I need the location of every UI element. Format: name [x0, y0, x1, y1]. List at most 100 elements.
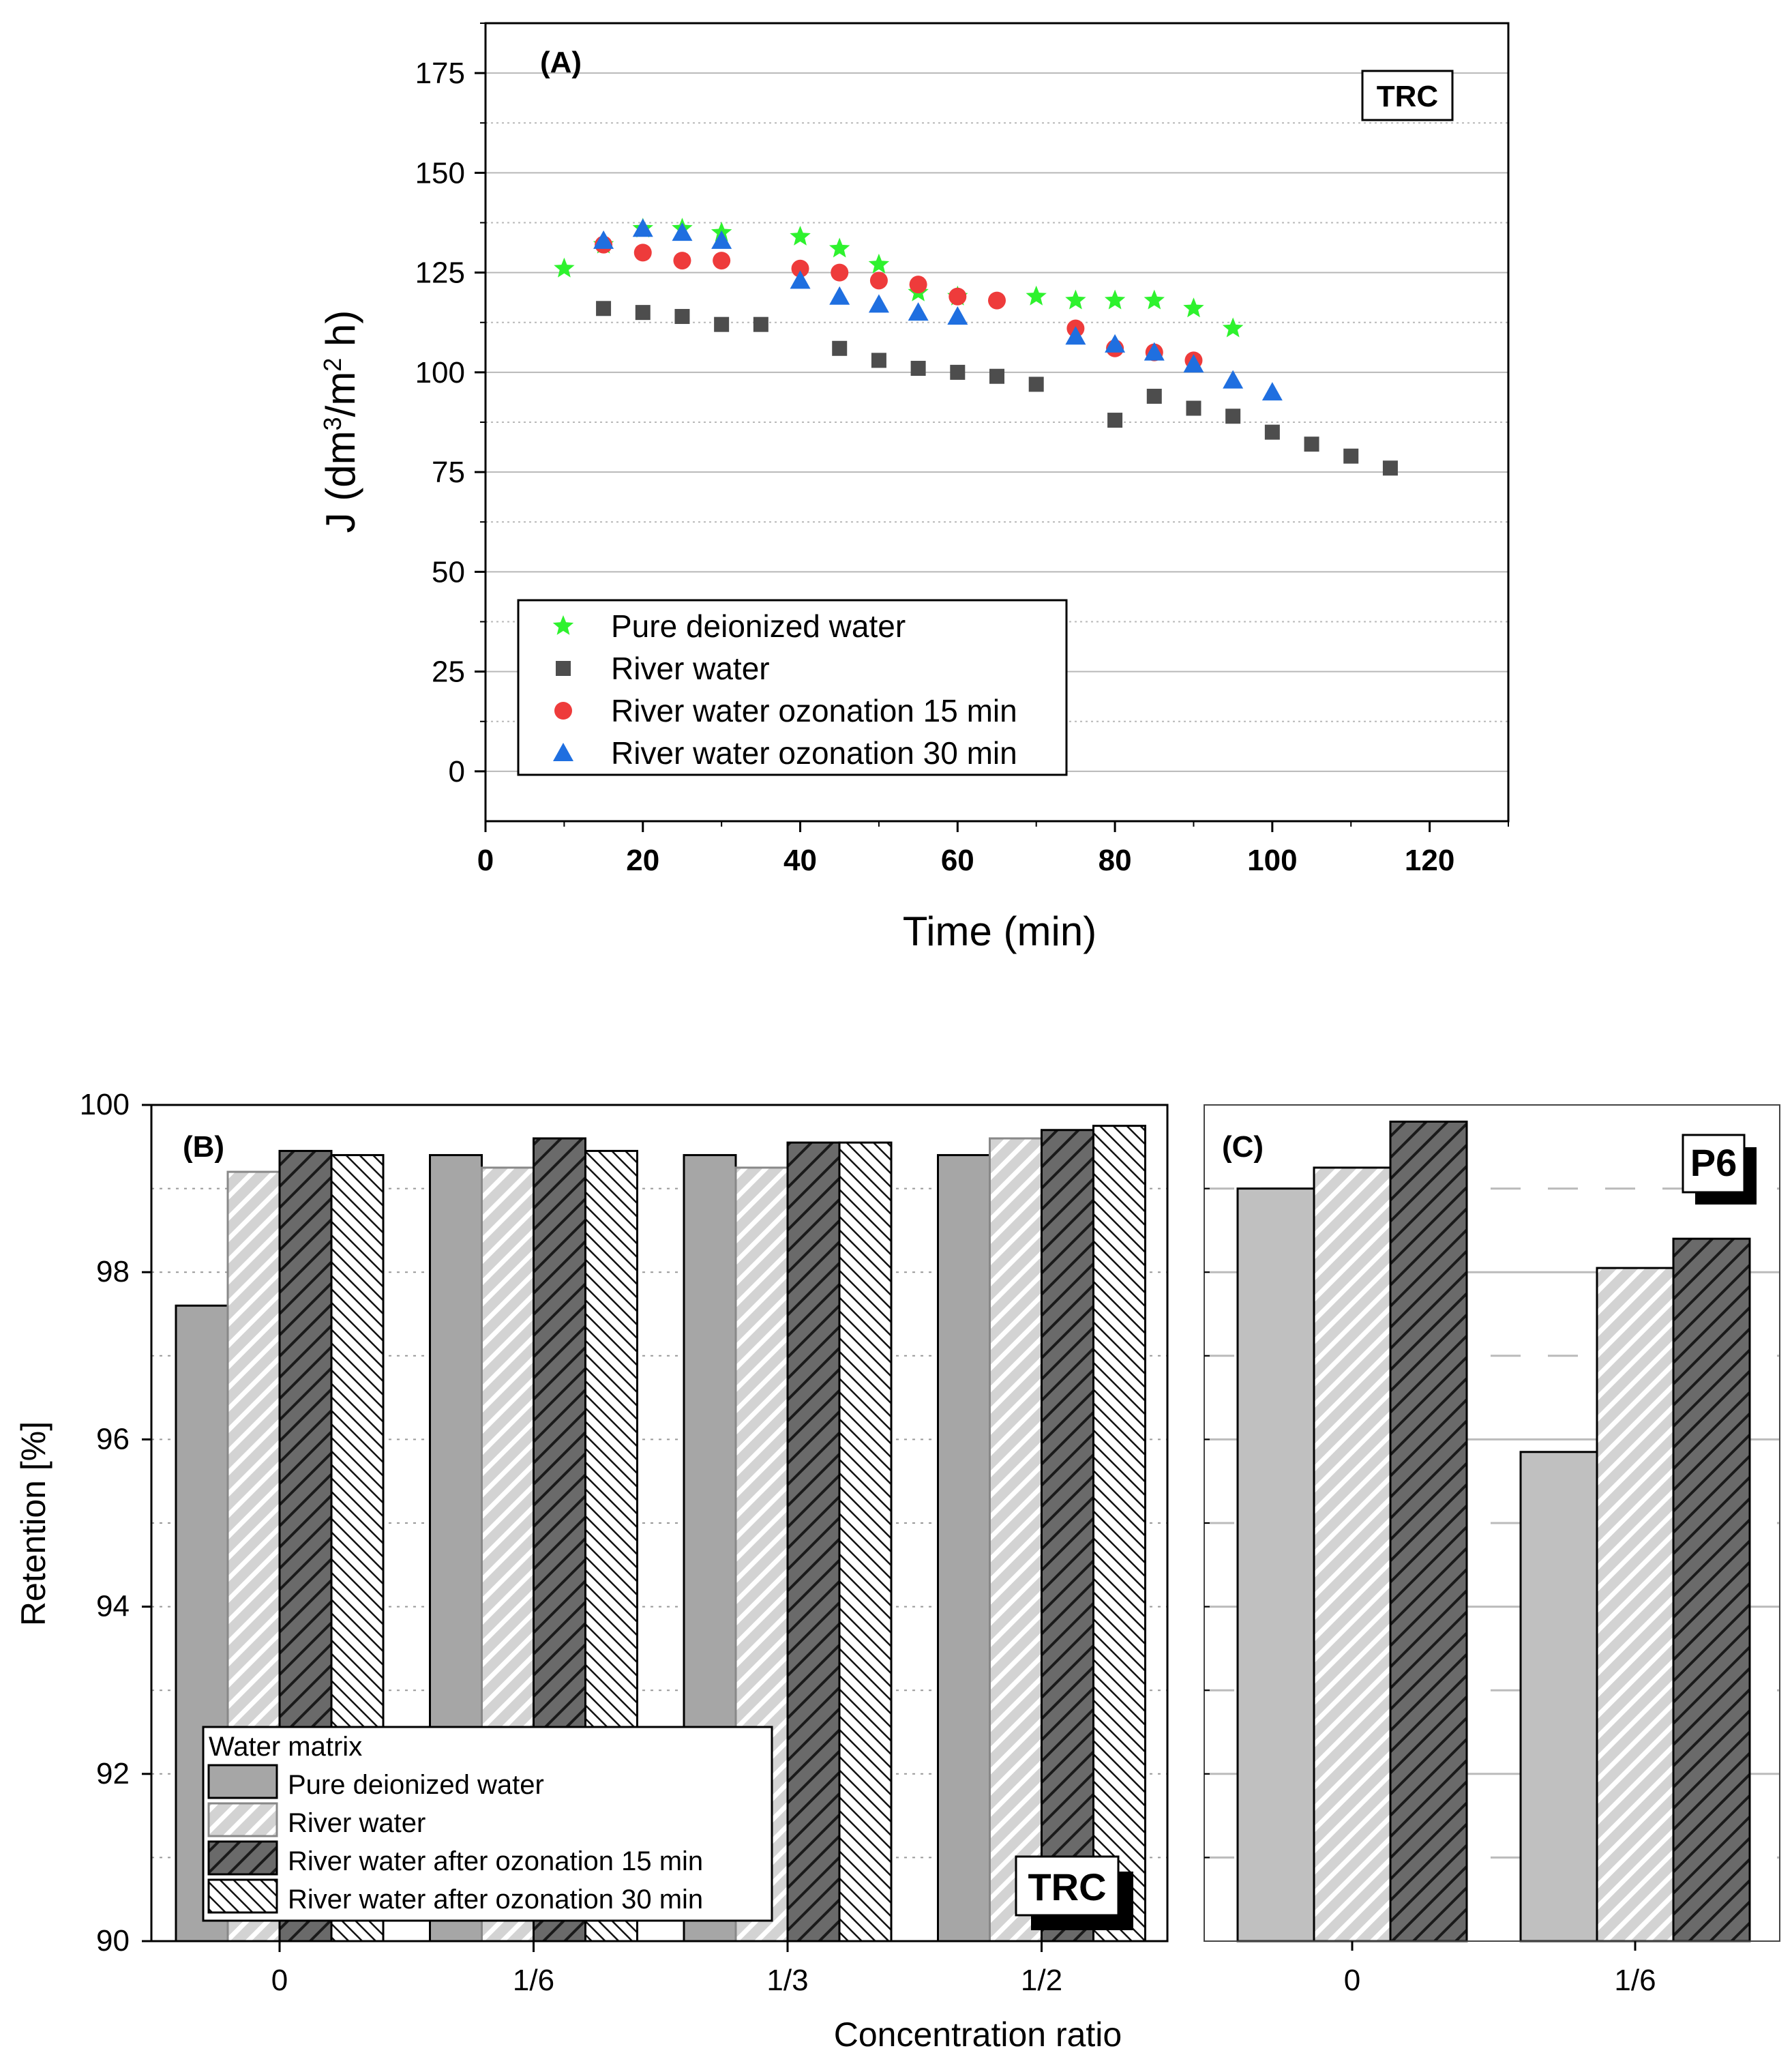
- panel-a-point-series-1: [1107, 413, 1123, 428]
- panel-b-x-tick-label: 0: [271, 1964, 288, 1997]
- panel-a-point-series-2: [988, 291, 1006, 310]
- legend-b-swatch-1: [207, 1802, 278, 1837]
- panel-a-tag-box: [1361, 70, 1454, 121]
- panel-a-point-series-3: [1065, 326, 1086, 345]
- legend-b-swatch-2: [207, 1840, 278, 1876]
- panel-a-point-series-3: [947, 306, 968, 325]
- panel-a-point-series-1: [714, 316, 730, 332]
- panel-c: 0 1/6 (C) P6: [1204, 1104, 1780, 1997]
- panel-b-y-tick-label: 90: [96, 1924, 130, 1958]
- panel-a-y-tick-label: 175: [415, 57, 465, 90]
- panel-a-x-tick-label: 60: [941, 844, 974, 877]
- panel-b-frame: [150, 1104, 1169, 1943]
- panel-a-point-series-1: [832, 340, 848, 356]
- panel-a-point-series-3: [868, 294, 889, 313]
- panel-a-point-series-1: [1264, 424, 1280, 440]
- panel-a-point-series-0: [868, 253, 890, 274]
- panel-a-point-series-1: [910, 361, 926, 376]
- panel-a-legend: Pure deionized water River water River w…: [517, 599, 1068, 776]
- panel-b-bar-2: [786, 1141, 841, 1943]
- legend-b-label-3: River water after ozonation 30 min: [288, 1885, 703, 1915]
- panel-b-label: (B): [183, 1130, 224, 1164]
- legend-b-swatch-0: [207, 1764, 278, 1799]
- panel-a-point-series-1: [1028, 376, 1044, 392]
- panel-b-x-tick-label: 1/3: [766, 1964, 808, 1997]
- panel-b-bar-2: [1041, 1129, 1094, 1943]
- panel-a-point-series-3: [632, 218, 653, 237]
- panel-b-legend-frame: [202, 1726, 773, 1922]
- panel-a-point-series-1: [596, 301, 612, 316]
- panel-a-point-series-0: [1144, 289, 1165, 310]
- panel-b-x-axis-title: Concentration ratio: [834, 2015, 1122, 2054]
- panel-a-point-series-1: [1186, 400, 1201, 416]
- panel-b-x-tick-label: 1/6: [513, 1964, 554, 1997]
- panel-a-point-series-3: [829, 286, 850, 305]
- panel-a-point-series-1: [1382, 460, 1398, 476]
- panel-c-bar-2: [1389, 1121, 1468, 1943]
- panel-c-bar-2: [1672, 1237, 1751, 1943]
- panel-a-point-series-2: [949, 287, 967, 306]
- panel-a-y-tick-label: 0: [449, 755, 465, 788]
- legend-b-swatch-3: [207, 1878, 278, 1914]
- panel-a-point-series-3: [1105, 334, 1126, 353]
- panel-a-y-axis-title: J (dm3/m2 h): [318, 310, 363, 533]
- panel-a-point-series-1: [1343, 448, 1359, 464]
- panel-a-point-series-3: [1223, 370, 1244, 389]
- panel-b-y-tick-label: 94: [96, 1590, 130, 1623]
- panel-c-tag: P6: [1690, 1141, 1737, 1184]
- panel-a-point-series-3: [908, 302, 929, 321]
- panel-a-point-series-1: [1146, 388, 1162, 404]
- panel-a-x-axis-title: Time (min): [903, 909, 1096, 954]
- panel-b-ticks: 90 92 94 96 98 100 0 1/6 1/3 1/2: [80, 1088, 1063, 1997]
- panel-a: 0 25 50 75 100 125 150 175 0 20 40 60 80 100 120 (A) T…: [318, 22, 1510, 954]
- panel-b: 90 92 94 96 98 100 0 1/6 1/3 1/2 (B) Retention [%…: [14, 1088, 1169, 2054]
- legend-b-label-1: River water: [288, 1808, 425, 1838]
- panel-a-point-series-1: [1225, 409, 1241, 424]
- legend-a-marker-2: [554, 702, 572, 720]
- panel-a-y-tick-label: 25: [432, 655, 465, 689]
- panel-a-point-series-3: [672, 222, 693, 241]
- panel-a-y-tick-label: 125: [415, 256, 465, 290]
- panel-a-point-series-0: [829, 237, 850, 258]
- legend-a-label-2: River water ozonation 15 min: [611, 693, 1017, 728]
- panel-a-point-series-0: [1183, 297, 1204, 318]
- panel-c-x-tick-label: 1/6: [1614, 1964, 1656, 1997]
- panel-c-label: (C): [1222, 1130, 1264, 1164]
- panel-b-y-tick-label: 98: [96, 1255, 130, 1288]
- panel-a-x-tick-label: 80: [1099, 844, 1132, 877]
- panel-a-point-series-3: [790, 270, 811, 289]
- panel-a-point-series-2: [673, 252, 691, 270]
- panel-a-point-series-1: [989, 368, 1004, 384]
- panel-a-point-series-1: [1304, 437, 1319, 452]
- panel-a-point-series-2: [633, 243, 652, 262]
- panel-a-point-series-0: [1065, 289, 1086, 310]
- panel-a-point-series-1: [674, 308, 690, 324]
- legend-a-label-3: River water ozonation 30 min: [611, 735, 1017, 771]
- panel-a-y-tick-label: 100: [415, 356, 465, 389]
- legend-a-marker-3: [553, 743, 573, 761]
- panel-a-point-series-1: [871, 353, 886, 368]
- panel-a-y-tick-label: 150: [415, 156, 465, 190]
- legend-a-label-0: Pure deionized water: [611, 608, 906, 644]
- panel-a-point-series-0: [1104, 289, 1126, 310]
- panel-a-point-series-0: [790, 226, 811, 246]
- legend-b-label-0: Pure deionized water: [288, 1770, 544, 1800]
- panel-a-point-series-1: [635, 305, 651, 321]
- panel-b-y-tick-label: 100: [80, 1088, 130, 1121]
- legend-a-label-1: River water: [611, 651, 770, 686]
- panel-a-label: (A): [540, 46, 582, 79]
- panel-b-bar-3: [838, 1141, 893, 1943]
- legend-a-marker-0: [552, 615, 574, 635]
- legend-a-marker-1: [556, 661, 571, 676]
- panel-a-point-series-2: [831, 263, 849, 282]
- panel-a-point-series-1: [950, 364, 966, 380]
- panel-a-point-series-0: [1222, 317, 1244, 338]
- panel-b-y-axis-title: Retention [%]: [14, 1421, 53, 1626]
- panel-a-point-series-0: [554, 257, 575, 278]
- panel-a-legend-frame: [517, 599, 1068, 776]
- legend-b-label-2: River water after ozonation 15 min: [288, 1846, 703, 1876]
- panel-a-point-series-2: [791, 259, 809, 278]
- panel-a-x-tick-label: 0: [477, 844, 494, 877]
- panel-b-bar-3: [1092, 1125, 1146, 1943]
